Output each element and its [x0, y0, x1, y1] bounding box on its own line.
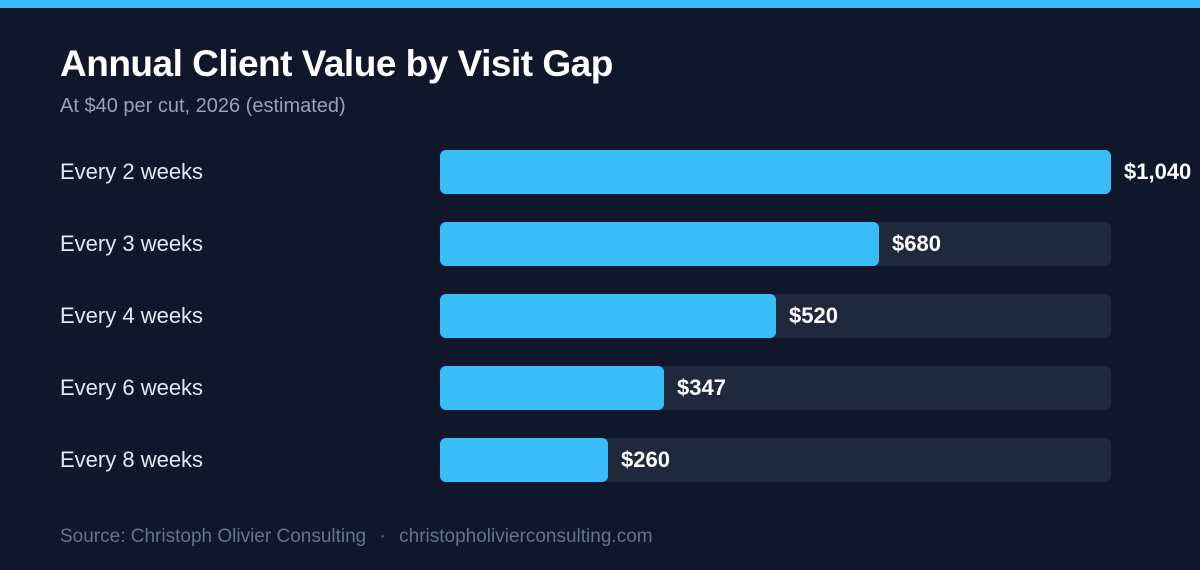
bar-value-label: $680 [892, 231, 941, 256]
category-label: Every 3 weeks [60, 231, 204, 256]
footer-source: Source: Christoph Olivier Consulting [60, 526, 367, 547]
bar [440, 222, 879, 266]
category-label: Every 2 weeks [60, 159, 204, 184]
bar-value-label: $1,040 [1124, 159, 1192, 184]
bar [440, 438, 608, 482]
category-label: Every 4 weeks [60, 303, 204, 328]
chart-subtitle: At $40 per cut, 2026 (estimated) [60, 95, 346, 117]
bar-value-label: $260 [621, 447, 670, 472]
category-label: Every 6 weeks [60, 375, 204, 400]
bar-value-label: $520 [789, 303, 838, 328]
footer-separator: · [379, 526, 386, 547]
chart-title: Annual Client Value by Visit Gap [60, 43, 613, 84]
bar-value-label: $347 [677, 375, 726, 400]
category-label: Every 8 weeks [60, 447, 204, 472]
bar [440, 366, 664, 410]
bar [440, 150, 1111, 194]
footer-url[interactable]: christopholivierconsulting.com [399, 526, 653, 547]
footer: Source: Christoph Olivier Consulting · c… [60, 526, 653, 548]
bar [440, 294, 776, 338]
accent-top-bar [0, 0, 1200, 8]
